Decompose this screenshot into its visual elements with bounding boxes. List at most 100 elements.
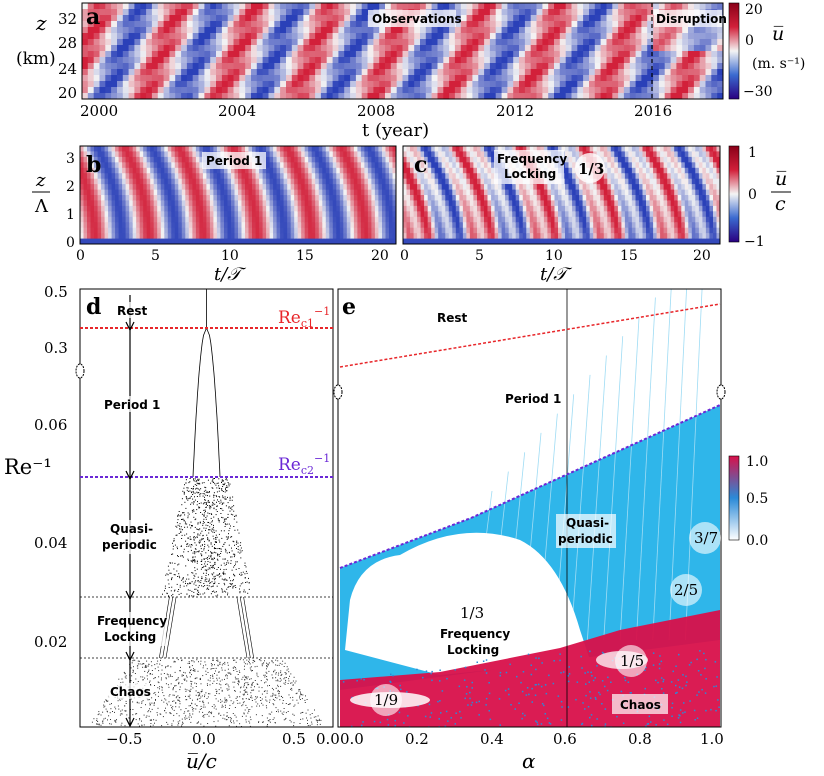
panel-a-cell — [559, 57, 567, 64]
heat-cell — [192, 195, 197, 201]
heat-cell — [656, 238, 661, 244]
panel-a-cell — [542, 45, 549, 52]
panel-a-cell — [711, 51, 718, 58]
panel-a-cell — [111, 21, 118, 28]
heat-cell — [413, 173, 418, 180]
panel-a-cell — [291, 87, 299, 94]
heat-cell — [304, 222, 309, 229]
panel-a-cell — [664, 63, 672, 70]
panel-a-cell — [186, 87, 194, 94]
panel-a-cell — [303, 33, 310, 40]
heat-cell — [318, 146, 323, 152]
heat-cell — [462, 156, 467, 163]
heat-cell — [90, 205, 95, 212]
panel-a-cell — [600, 27, 607, 34]
panel-a-cell — [303, 27, 310, 34]
panel-a-cell — [577, 93, 584, 99]
heat-cell — [639, 146, 644, 152]
panel-a-xtick: 2012 — [496, 102, 534, 120]
panel-a-cell — [297, 57, 304, 64]
heat-cell — [245, 205, 250, 212]
heat-cell — [491, 238, 496, 244]
panel-a-cell — [198, 63, 205, 70]
heat-cell — [188, 146, 193, 152]
panel-a-cell — [425, 87, 433, 94]
heat-cell — [199, 146, 204, 152]
heat-cell — [153, 173, 158, 180]
heat-cell — [431, 146, 436, 152]
panel-a-cell — [367, 63, 374, 70]
heat-cell — [656, 222, 661, 229]
heat-cell — [255, 227, 260, 234]
heat-cell — [705, 156, 710, 163]
heat-cell — [614, 146, 619, 152]
panel-a-cell — [717, 57, 723, 64]
heat-cell — [371, 200, 376, 207]
heat-cell — [452, 167, 457, 174]
heat-cell — [642, 156, 647, 163]
heat-cell — [294, 195, 299, 201]
panel-a-cell — [554, 69, 561, 76]
heat-cell — [624, 195, 629, 201]
panel-a-cell — [262, 51, 269, 58]
heat-cell — [695, 216, 700, 223]
panel-a-cell — [117, 81, 124, 88]
panel-a-cell — [425, 57, 433, 64]
panel-a-cell — [181, 87, 188, 94]
panel-a-cell — [303, 63, 310, 70]
heat-cell — [575, 238, 580, 244]
heat-cell — [491, 189, 496, 196]
heat-cell — [653, 195, 658, 201]
heat-cell — [705, 189, 710, 196]
heat-cell — [438, 167, 443, 174]
panel-a-cell — [594, 15, 602, 22]
heat-cell — [199, 173, 204, 180]
heat-cell — [589, 205, 594, 212]
heat-cell — [565, 151, 570, 158]
heat-cell — [259, 238, 264, 244]
heat-cell — [308, 162, 313, 169]
heat-cell — [663, 233, 668, 240]
heat-cell — [185, 178, 190, 185]
heat-cell — [336, 151, 341, 158]
panel-a-cell — [251, 51, 258, 58]
panel-a-cell — [111, 69, 118, 76]
panel-a-cell — [460, 63, 468, 70]
panel-a-cell — [443, 69, 450, 76]
panel-a-cell — [268, 93, 275, 99]
heat-cell — [153, 195, 158, 201]
panel-a-cell — [163, 33, 170, 40]
heat-cell — [603, 195, 608, 201]
panel-a-cell — [175, 57, 182, 64]
heat-cell — [445, 195, 450, 201]
heat-cell — [558, 189, 563, 196]
heat-cell — [424, 173, 429, 180]
heat-cell — [346, 184, 351, 191]
panel-a-cell — [82, 87, 89, 94]
heat-cell — [325, 195, 330, 201]
heat-cell — [374, 222, 379, 229]
heat-cell — [280, 205, 285, 212]
heat-cell — [663, 200, 668, 207]
panel-a-cell — [268, 87, 275, 94]
panel-a-cell — [87, 3, 95, 10]
panel-a-cell — [705, 39, 712, 46]
heat-cell — [360, 216, 365, 223]
panel-a-cell — [618, 81, 625, 88]
panel-a-cell — [221, 93, 229, 99]
panel-c: c Frequency Locking 1/3 0 5 10 15 20 t/𝒯… — [400, 145, 791, 285]
heat-cell — [125, 173, 130, 180]
heat-cell — [681, 195, 686, 201]
panel-a-cell — [280, 9, 287, 16]
heat-cell — [248, 146, 253, 152]
heat-cell — [241, 167, 246, 174]
heat-cell — [304, 173, 309, 180]
heat-cell — [301, 238, 306, 244]
panel-a-cell — [647, 3, 654, 10]
heat-cell — [367, 156, 372, 163]
heat-cell — [97, 233, 102, 240]
panel-a-cell — [233, 75, 240, 82]
panel-a-cell — [519, 87, 526, 94]
panel-a-cell — [495, 33, 503, 40]
heat-cell — [276, 222, 281, 229]
